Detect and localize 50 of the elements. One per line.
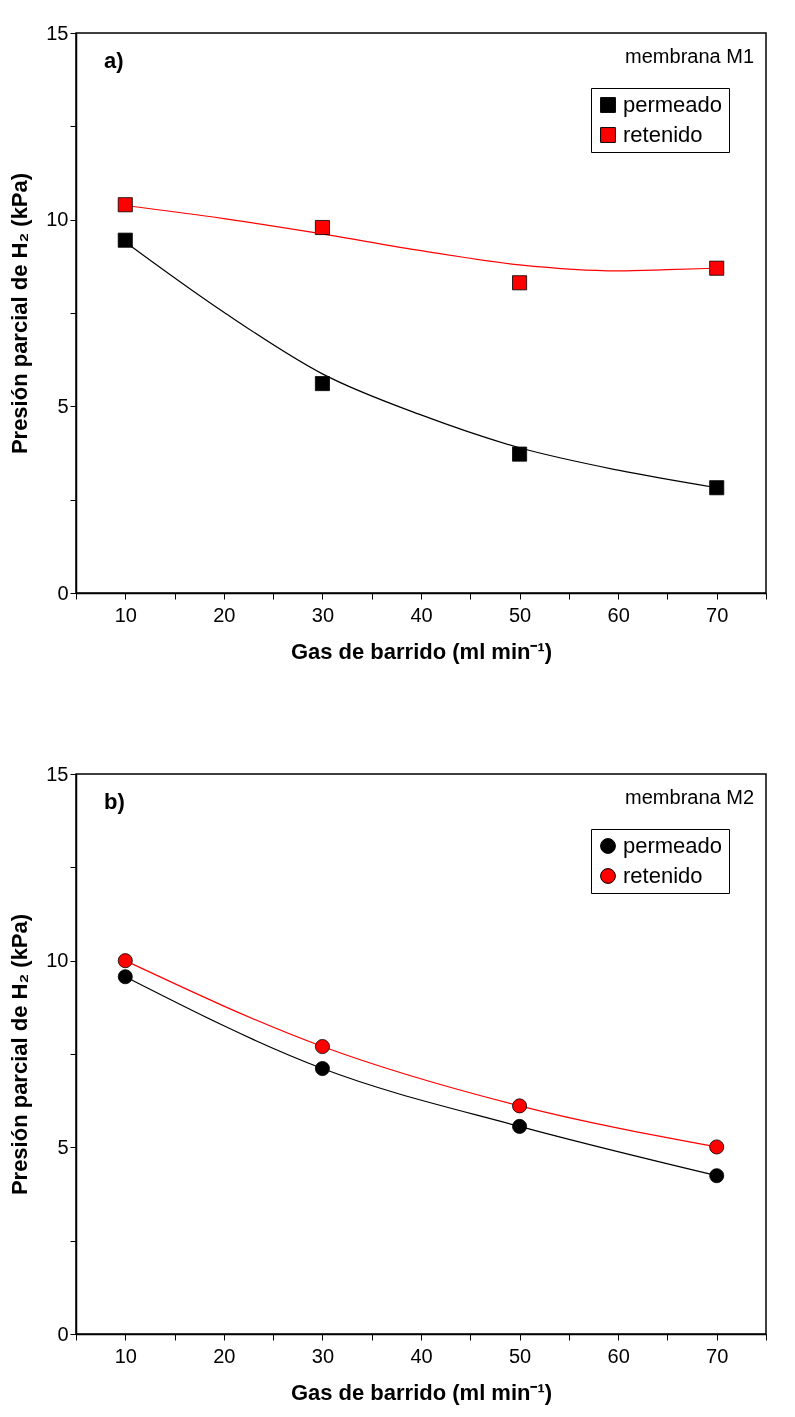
annotation: membrana M1 (625, 45, 754, 67)
point (512, 275, 528, 291)
point (117, 232, 133, 248)
y-tick-label: 0 (57, 581, 69, 604)
y-tick-label: 5 (57, 394, 69, 417)
x-tick-label: 70 (706, 603, 729, 626)
y-tick-label: 15 (46, 21, 69, 44)
x-tick-label: 40 (410, 603, 433, 626)
x-tick-label: 60 (607, 1344, 630, 1367)
x-tick-label: 40 (410, 1344, 433, 1367)
legend-label: retenido (623, 863, 703, 888)
legend-label: permeado (623, 92, 723, 117)
x-axis-title: Gas de barrido (ml min⁻¹) (290, 638, 553, 664)
x-tick-label: 50 (508, 1344, 532, 1367)
point (709, 1168, 725, 1184)
point (117, 953, 133, 969)
y-tick-label: 5 (57, 1135, 69, 1158)
point (512, 1118, 528, 1134)
y-tick-label: 10 (46, 949, 69, 972)
x-tick-label: 20 (213, 603, 236, 626)
point (314, 1039, 330, 1054)
y-axis-title: Presión parcial de H₂ (kPa) (7, 172, 33, 455)
annotation: b) (104, 789, 125, 814)
point (709, 260, 725, 276)
y-axis-title: Presión parcial de H₂ (kPa) (7, 913, 33, 1196)
x-axis-title: Gas de barrido (ml min⁻¹) (290, 1379, 553, 1405)
x-tick-label: 10 (114, 603, 137, 626)
point (512, 1098, 528, 1114)
point (709, 1139, 725, 1155)
y-tick-label: 0 (57, 1322, 69, 1345)
legend-label: permeado (623, 833, 723, 858)
x-tick-label: 20 (213, 1344, 236, 1367)
x-tick-label: 10 (114, 1344, 137, 1367)
point (117, 969, 133, 985)
point (314, 376, 330, 392)
y-tick-label: 10 (46, 208, 69, 231)
x-tick-label: 70 (706, 1344, 729, 1367)
x-tick-label: 30 (311, 1344, 335, 1367)
point (314, 220, 330, 235)
point (314, 1061, 330, 1077)
point (709, 480, 725, 496)
point (117, 197, 133, 213)
annotation: a) (104, 48, 124, 73)
y-tick-label: 15 (46, 762, 69, 785)
legend-label: retenido (623, 122, 703, 147)
x-tick-label: 30 (311, 603, 335, 626)
annotation: membrana M2 (625, 786, 754, 808)
x-tick-label: 50 (508, 603, 532, 626)
x-tick-label: 60 (607, 603, 630, 626)
point (512, 446, 528, 462)
